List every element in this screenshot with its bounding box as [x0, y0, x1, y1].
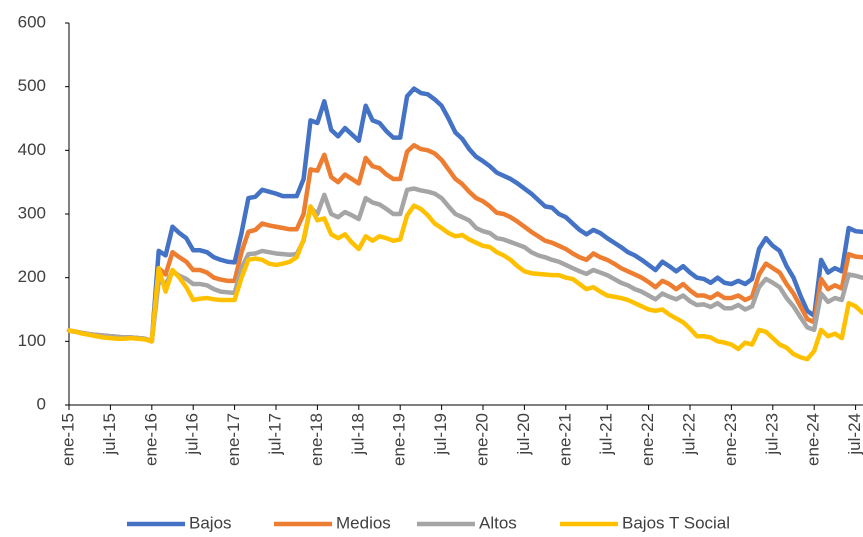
x-tick-label: jul-24: [845, 413, 863, 456]
x-tick-label: ene-22: [638, 413, 657, 466]
x-tick-label: ene-19: [390, 413, 409, 466]
y-tick-label: 600: [18, 12, 46, 31]
x-tick-label: jul-21: [597, 413, 616, 456]
x-tick-label: jul-18: [348, 413, 367, 456]
line-series: [66, 86, 863, 344]
legend-label: Bajos: [189, 513, 232, 532]
y-tick-label: 200: [18, 267, 46, 286]
line-series: [66, 142, 863, 344]
y-tick-label: 400: [18, 140, 46, 159]
y-tick-label: 0: [37, 394, 46, 413]
legend-label: Altos: [479, 513, 517, 532]
y-tick-label: 500: [18, 76, 46, 95]
x-tick-label: ene-21: [555, 413, 574, 466]
x-tick-label: jul-17: [265, 413, 284, 456]
x-tick-label: ene-16: [141, 413, 160, 466]
line-series: [66, 203, 863, 362]
x-tick-label: ene-15: [58, 413, 77, 466]
x-tick-label: ene-18: [307, 413, 326, 466]
y-tick-label: 300: [18, 203, 46, 222]
line-series: [66, 186, 863, 344]
x-tick-label: jul-20: [514, 413, 533, 456]
x-tick-label: jul-22: [679, 413, 698, 456]
x-tick-label: ene-20: [472, 413, 491, 466]
x-tick-label: jul-16: [183, 413, 202, 456]
x-tick-label: ene-17: [224, 413, 243, 466]
y-tick-label: 100: [18, 331, 46, 350]
x-tick-label: jul-23: [762, 413, 781, 456]
legend-label: Medios: [336, 513, 391, 532]
x-tick-label: jul-15: [100, 413, 119, 456]
legend-label: Bajos T Social: [622, 513, 730, 532]
x-tick-label: ene-24: [804, 413, 823, 466]
x-tick-label: ene-23: [721, 413, 740, 466]
x-tick-label: jul-19: [431, 413, 450, 456]
